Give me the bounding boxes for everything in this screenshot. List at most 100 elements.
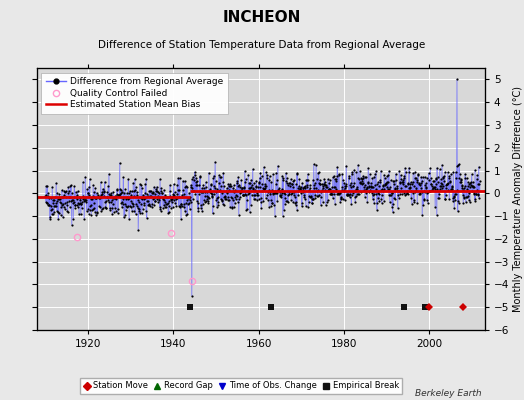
Point — [100, 193, 108, 199]
Point — [174, 203, 183, 209]
Y-axis label: Monthly Temperature Anomaly Difference (°C): Monthly Temperature Anomaly Difference (… — [514, 86, 523, 312]
Point — [154, 193, 162, 199]
Point — [400, 172, 409, 179]
Point — [51, 194, 59, 200]
Point — [438, 185, 446, 191]
Point — [368, 175, 377, 182]
Point — [333, 173, 341, 179]
Point — [222, 185, 231, 192]
Point — [474, 192, 483, 198]
Point — [86, 206, 94, 213]
Point — [83, 186, 91, 192]
Point — [58, 194, 67, 200]
Point — [283, 192, 292, 198]
Point — [396, 179, 404, 185]
Point — [275, 187, 283, 194]
Point — [202, 193, 211, 200]
Point — [150, 191, 159, 197]
Point — [274, 187, 282, 193]
Point — [419, 174, 427, 180]
Point — [298, 203, 306, 210]
Point — [446, 178, 454, 184]
Point — [311, 180, 319, 186]
Point — [343, 192, 351, 198]
Point — [224, 183, 233, 190]
Point — [113, 186, 121, 192]
Point — [339, 196, 347, 202]
Point — [325, 186, 333, 192]
Point — [169, 181, 178, 187]
Point — [413, 178, 421, 185]
Point — [221, 194, 230, 200]
Point — [114, 192, 123, 198]
Point — [466, 184, 475, 190]
Point — [194, 208, 203, 214]
Point — [170, 192, 179, 198]
Point — [72, 188, 80, 195]
Point — [42, 200, 51, 206]
Point — [380, 175, 389, 181]
Point — [185, 206, 194, 212]
Point — [358, 181, 366, 187]
Point — [356, 168, 364, 174]
Point — [205, 188, 213, 194]
Point — [223, 196, 232, 203]
Point — [466, 180, 474, 186]
Point — [138, 196, 147, 202]
Point — [401, 192, 410, 198]
Point — [448, 184, 456, 190]
Point — [190, 177, 198, 184]
Point — [159, 195, 168, 202]
Point — [277, 194, 286, 200]
Point — [82, 197, 91, 204]
Point — [43, 182, 51, 189]
Point — [59, 194, 67, 201]
Point — [228, 203, 236, 210]
Point — [190, 169, 199, 175]
Point — [60, 204, 68, 210]
Point — [334, 172, 343, 178]
Point — [169, 191, 178, 197]
Point — [134, 197, 142, 203]
Point — [155, 197, 163, 204]
Point — [73, 188, 82, 194]
Point — [450, 192, 458, 199]
Point — [263, 172, 271, 178]
Point — [103, 194, 111, 200]
Point — [156, 204, 164, 210]
Point — [403, 181, 412, 187]
Point — [149, 190, 157, 196]
Point — [57, 202, 66, 208]
Point — [203, 189, 212, 196]
Point — [325, 177, 334, 184]
Point — [464, 197, 473, 203]
Point — [453, 76, 461, 82]
Point — [263, 174, 271, 181]
Point — [269, 190, 278, 196]
Point — [428, 187, 436, 194]
Point — [117, 190, 125, 196]
Point — [250, 196, 258, 202]
Point — [394, 205, 402, 211]
Point — [62, 194, 70, 200]
Point — [85, 176, 94, 182]
Point — [414, 181, 423, 188]
Point — [234, 211, 243, 218]
Point — [132, 211, 140, 217]
Point — [467, 171, 476, 177]
Point — [402, 183, 410, 190]
Point — [61, 188, 69, 195]
Point — [445, 196, 454, 202]
Point — [162, 193, 171, 200]
Point — [74, 201, 83, 207]
Point — [468, 183, 477, 189]
Point — [319, 183, 328, 189]
Point — [116, 186, 124, 192]
Point — [178, 192, 187, 198]
Point — [46, 216, 54, 222]
Point — [171, 199, 179, 206]
Point — [323, 198, 331, 205]
Point — [398, 181, 407, 188]
Point — [129, 192, 138, 199]
Point — [383, 184, 391, 190]
